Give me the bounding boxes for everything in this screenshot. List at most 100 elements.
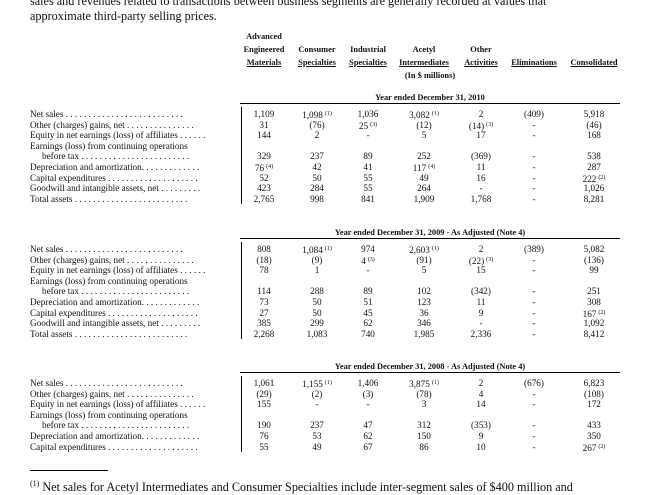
cell-value: 385 xyxy=(257,318,271,329)
cell-value: 55 xyxy=(259,441,269,452)
column-header-3: Acetyl Intermediates xyxy=(392,43,456,69)
table-row: Other (charges) gains, net . . . . . . .… xyxy=(30,254,622,266)
table-cell: 55 xyxy=(234,442,294,452)
cell-value: (29) xyxy=(256,388,272,399)
row-label: Other (charges) gains, net . . . . . . .… xyxy=(30,254,194,265)
table-row: Equity in net earnings (loss) of affilia… xyxy=(30,399,622,409)
cell-value: (136) xyxy=(584,254,604,265)
table-cell: 4 (3) xyxy=(338,255,398,266)
table-cell: 14 xyxy=(451,399,511,409)
cell-value: 312 xyxy=(417,420,431,431)
cell-value: 2 xyxy=(478,378,484,388)
cell-value: 1,109 xyxy=(253,109,275,119)
table-row: Depreciation and amortization. . . . . .… xyxy=(30,162,622,173)
table-cell: - xyxy=(504,297,564,307)
table-cell: (78) xyxy=(394,389,454,399)
cell-value: 31 xyxy=(259,119,269,130)
table-cell: - xyxy=(338,399,398,409)
table-cell: 433 xyxy=(564,420,624,430)
cell-value: 42 xyxy=(312,162,322,172)
table-cell: 11 xyxy=(451,162,511,172)
table-cell: - xyxy=(451,318,511,328)
cell-value: 51 xyxy=(363,297,373,307)
table-cell: 190 xyxy=(234,420,294,430)
table-cell: 5 xyxy=(394,130,454,140)
row-label: Earnings (loss) from continuing operatio… xyxy=(30,409,188,420)
cell-value: 808 xyxy=(257,244,271,254)
cell-value: - xyxy=(479,183,483,194)
cell-value: 1,083 xyxy=(306,328,328,339)
cell-value: 123 xyxy=(417,297,431,307)
row-label: Total assets . . . . . . . . . . . . . .… xyxy=(30,193,188,204)
table-cell: - xyxy=(504,399,564,409)
table-cell: 8,281 xyxy=(564,194,624,204)
table-cell: 31 xyxy=(234,120,294,130)
table-cell: (369) xyxy=(451,151,511,161)
cell-value: - xyxy=(366,265,370,276)
table-cell: 11 xyxy=(451,297,511,307)
cell-value: - xyxy=(532,441,536,452)
table-cell: 2,765 xyxy=(234,194,294,204)
table-cell: 8,412 xyxy=(564,329,624,339)
table-cell: 222 (2) xyxy=(564,173,624,184)
cell-value: 350 xyxy=(587,431,601,441)
row-label: before tax . . . . . . . . . . . . . . .… xyxy=(42,420,190,431)
cell-value: 73 xyxy=(259,297,269,307)
cell-value: 9 xyxy=(478,307,484,318)
cell-value: 998 xyxy=(310,193,324,204)
table-cell: 808 xyxy=(234,244,294,254)
table-cell: 168 xyxy=(564,130,624,140)
cell-value: - xyxy=(532,193,536,204)
cell-value: (12) xyxy=(416,119,432,130)
table-cell: 114 xyxy=(234,286,294,296)
cell-value: 16 xyxy=(476,172,486,183)
table-cell: 62 xyxy=(338,318,398,328)
cell-value: 62 xyxy=(363,318,373,329)
cell-value: 41 xyxy=(363,162,373,172)
cell-value: - xyxy=(532,431,536,441)
cell-value: (91) xyxy=(416,254,432,265)
table-cell: 10 xyxy=(451,442,511,452)
intro-paragraph: sales and revenues related to transactio… xyxy=(30,0,622,24)
table-cell: 53 xyxy=(287,431,347,441)
table-cell: 42 xyxy=(287,162,347,172)
table-cell: 2 xyxy=(287,130,347,140)
table-cell: (3) xyxy=(338,389,398,399)
table-cell: (9) xyxy=(287,255,347,265)
cell-value: (18) xyxy=(256,254,272,265)
cell-value: 264 xyxy=(417,183,431,194)
cell-value: - xyxy=(532,130,536,141)
row-label: Equity in net earnings (loss) of affilia… xyxy=(30,265,206,276)
table-cell: 3,875 (1) xyxy=(394,378,454,389)
cell-value: (353) xyxy=(471,420,491,431)
table-cell: 50 xyxy=(287,308,347,318)
table-cell: - xyxy=(504,389,564,399)
table-cell: 2,336 xyxy=(451,329,511,339)
table-cell: 99 xyxy=(564,265,624,275)
cell-value: 53 xyxy=(312,431,322,441)
footnote-ref: (4) xyxy=(266,164,274,170)
footnote-ref: (3) xyxy=(367,256,375,263)
table-cell: 47 xyxy=(338,420,398,430)
table-cell: 237 xyxy=(287,151,347,161)
table-cell: (353) xyxy=(451,420,511,430)
table-cell: 150 xyxy=(394,431,454,441)
table-row: Equity in net earnings (loss) of affilia… xyxy=(30,265,622,275)
row-label: Goodwill and intangible assets, net . . … xyxy=(30,318,201,329)
column-header-2: Industrial Specialties xyxy=(336,43,400,69)
cell-value: 252 xyxy=(417,151,431,162)
units-label: (In $ millions) xyxy=(404,71,456,80)
footnote-marker: (1) xyxy=(30,479,40,488)
cell-value: - xyxy=(366,399,370,410)
row-label: Earnings (loss) from continuing operatio… xyxy=(30,275,188,286)
cell-value: 5,918 xyxy=(583,109,605,119)
cell-value: 538 xyxy=(587,151,601,162)
row-label: before tax . . . . . . . . . . . . . . .… xyxy=(42,286,190,297)
table-cell: - xyxy=(504,194,564,204)
cell-value: (78) xyxy=(416,388,432,399)
table-row: Depreciation and amortization. . . . . .… xyxy=(30,431,622,441)
cell-value: 102 xyxy=(417,286,431,297)
column-header-line: Other xyxy=(470,45,492,54)
table-cell: 6,823 xyxy=(564,378,624,388)
table-cell: 346 xyxy=(394,318,454,328)
